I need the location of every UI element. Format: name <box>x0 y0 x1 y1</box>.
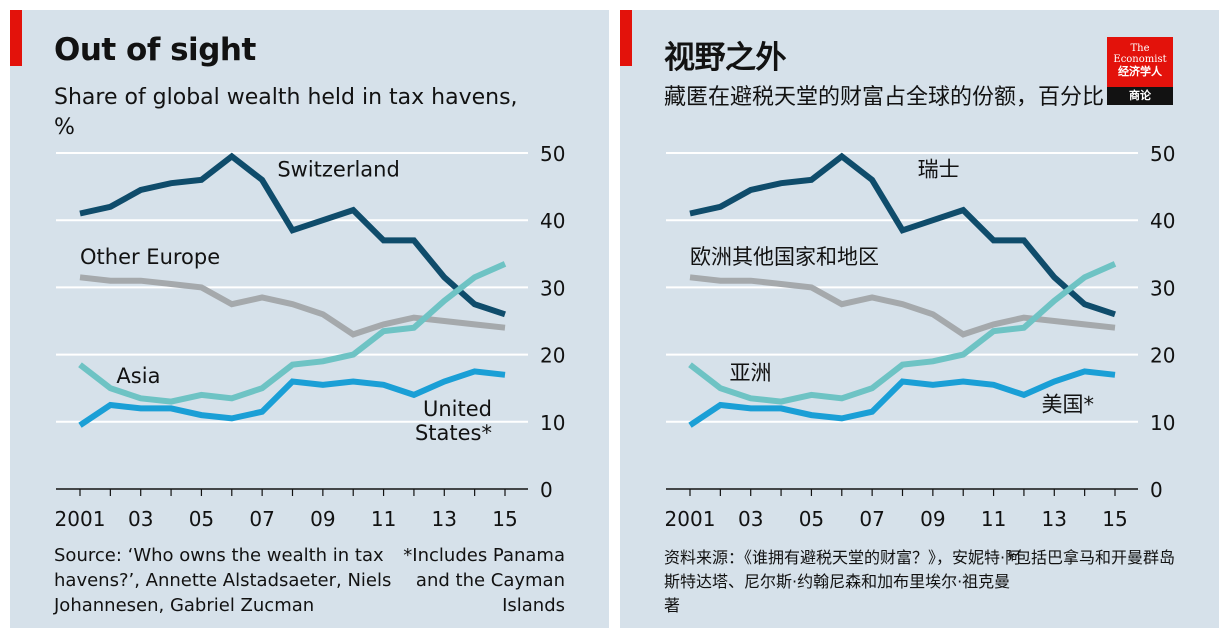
y-tick-label: 0 <box>1150 478 1163 502</box>
x-tick-label: 07 <box>859 507 884 531</box>
series-line-united-states <box>688 368 1116 428</box>
logo-text-chinese: 经济学人 <box>1118 65 1162 78</box>
x-tick-label: 07 <box>249 507 274 531</box>
x-tick-label: 03 <box>128 507 153 531</box>
x-tick-label: 13 <box>1042 507 1067 531</box>
y-tick-label: 0 <box>540 478 553 502</box>
source-footnote: Source: ‘Who owns the wealth in tax have… <box>54 545 392 616</box>
economist-logo: The Economist 经济学人 商论 <box>1107 37 1173 105</box>
series-label-united-states: United <box>423 397 492 421</box>
x-tick-label: 05 <box>799 507 824 531</box>
y-tick-label: 40 <box>540 209 565 233</box>
x-tick-label: 2001 <box>55 507 106 531</box>
line-chart: 0 10 20 30 40 50 2001 03 05 07 09 11 13 15 瑞士欧洲其他国家和地区… <box>665 142 1176 531</box>
chart-panel-chinese: 视野之外 藏匿在避税天堂的财富占全球的份额，百分比 The Economist … <box>620 10 1219 628</box>
series-label-switzerland: 瑞士 <box>918 158 960 182</box>
chart-subtitle: Share of global wealth held in tax haven… <box>54 85 518 140</box>
chart-title: Out of sight <box>54 32 256 68</box>
x-tick-label: 09 <box>310 507 335 531</box>
series-line-other-europe <box>689 274 1116 338</box>
series-line-asia <box>78 261 507 405</box>
logo-text-shanglun: 商论 <box>1107 87 1173 105</box>
x-tick-label: 11 <box>371 507 396 531</box>
y-tick-label: 50 <box>1150 142 1175 166</box>
x-tick-label: 05 <box>189 507 214 531</box>
y-tick-label: 20 <box>1150 344 1175 368</box>
series-label-switzerland: Switzerland <box>277 158 400 182</box>
y-tick-label: 40 <box>1150 209 1175 233</box>
x-tick-label: 13 <box>432 507 457 531</box>
source-footnote: 资料来源：《谁拥有避税天堂的财富？》，安妮特·阿斯特达塔、尼尔斯·约翰尼森和加布… <box>664 548 1022 615</box>
line-chart: 0 10 20 30 40 50 2001 03 05 07 09 11 13 15 Switzerland… <box>55 142 566 531</box>
series-line-asia <box>688 261 1117 405</box>
series-label-united-states: 美国* <box>1042 393 1095 417</box>
x-tick-label: 15 <box>1102 507 1127 531</box>
y-tick-label: 10 <box>540 411 565 435</box>
series-line-other-europe <box>79 274 506 338</box>
series-label-other-europe: 欧洲其他国家和地区 <box>690 245 879 269</box>
series-line-united-states <box>78 368 506 428</box>
series-label-united-states: States* <box>415 421 492 445</box>
y-tick-label: 10 <box>1150 411 1175 435</box>
x-tick-label: 15 <box>492 507 517 531</box>
y-tick-label: 30 <box>540 276 565 300</box>
logo-text-the: The <box>1130 43 1150 54</box>
chart-title: 视野之外 <box>664 40 787 76</box>
series-label-other-europe: Other Europe <box>80 245 220 269</box>
series-line-switzerland <box>689 152 1116 318</box>
x-tick-label: 11 <box>981 507 1006 531</box>
series-label-asia: 亚洲 <box>729 361 771 385</box>
x-tick-label: 09 <box>920 507 945 531</box>
x-tick-label: 2001 <box>665 507 716 531</box>
x-tick-label: 03 <box>738 507 763 531</box>
y-tick-label: 50 <box>540 142 565 166</box>
y-tick-label: 20 <box>540 344 565 368</box>
asterisk-footnote: *Includes Panama and the Cayman Islands <box>403 545 565 616</box>
chart-subtitle: 藏匿在避税天堂的财富占全球的份额，百分比 <box>664 85 1105 110</box>
y-tick-label: 30 <box>1150 276 1175 300</box>
red-accent-bar <box>10 10 22 66</box>
asterisk-footnote: *包括巴拿马和开曼群岛 <box>1006 548 1175 567</box>
chart-panel-english: Out of sight Share of global wealth held… <box>10 10 609 628</box>
series-line-switzerland <box>79 152 506 318</box>
red-accent-bar <box>620 10 632 66</box>
series-label-asia: Asia <box>116 364 160 388</box>
logo-text-economist: Economist <box>1113 54 1167 65</box>
